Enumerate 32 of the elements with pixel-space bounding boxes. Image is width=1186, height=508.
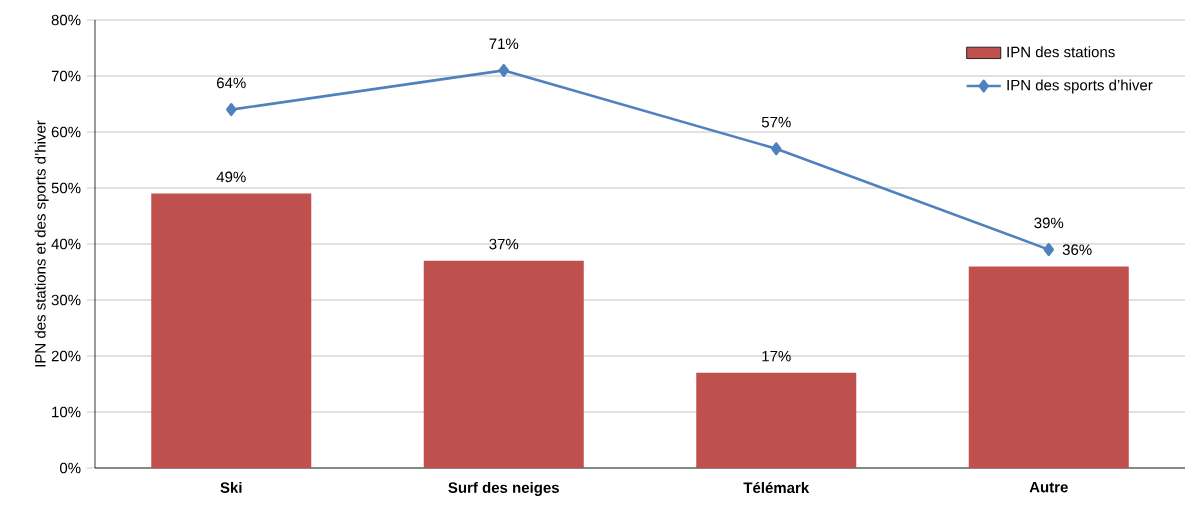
y-tick-label: 40% bbox=[51, 238, 81, 250]
data-label: 39% bbox=[1034, 217, 1064, 229]
bar bbox=[423, 260, 584, 468]
legend-label: IPN des sports d’hiver bbox=[1007, 79, 1153, 94]
bar bbox=[968, 266, 1129, 468]
data-label: 49% bbox=[216, 171, 246, 183]
data-label: 57% bbox=[761, 116, 791, 128]
point bbox=[226, 103, 237, 117]
data-label: 17% bbox=[762, 350, 791, 362]
data-label: 71% bbox=[489, 38, 519, 49]
point bbox=[771, 142, 782, 156]
bar bbox=[151, 193, 312, 468]
y-tick-label: 70% bbox=[51, 70, 81, 82]
y-tick-label: 30% bbox=[51, 294, 81, 306]
x-tick-label: Télémark bbox=[743, 481, 810, 494]
data-label: 36% bbox=[1062, 244, 1092, 256]
x-tick-label: Surf des neiges bbox=[448, 481, 559, 496]
x-tick-label: Ski bbox=[220, 481, 242, 493]
y-tick-label: 10% bbox=[52, 406, 81, 418]
legend-label: IPN des stations bbox=[1007, 46, 1115, 58]
data-label: 37% bbox=[489, 238, 519, 250]
y-tick-label: 50% bbox=[51, 182, 81, 194]
y-tick-label: 80% bbox=[51, 14, 81, 26]
y-tick-label: 0% bbox=[59, 462, 81, 474]
y-axis-title: IPN des stations et des sports d’hiver bbox=[34, 120, 49, 367]
bar bbox=[696, 372, 857, 468]
data-label: 64% bbox=[216, 77, 246, 89]
point bbox=[1043, 243, 1054, 257]
x-tick-label: Autre bbox=[1029, 481, 1068, 493]
y-tick-label: 20% bbox=[51, 350, 81, 362]
y-tick-label: 60% bbox=[51, 126, 81, 138]
point bbox=[498, 63, 509, 77]
